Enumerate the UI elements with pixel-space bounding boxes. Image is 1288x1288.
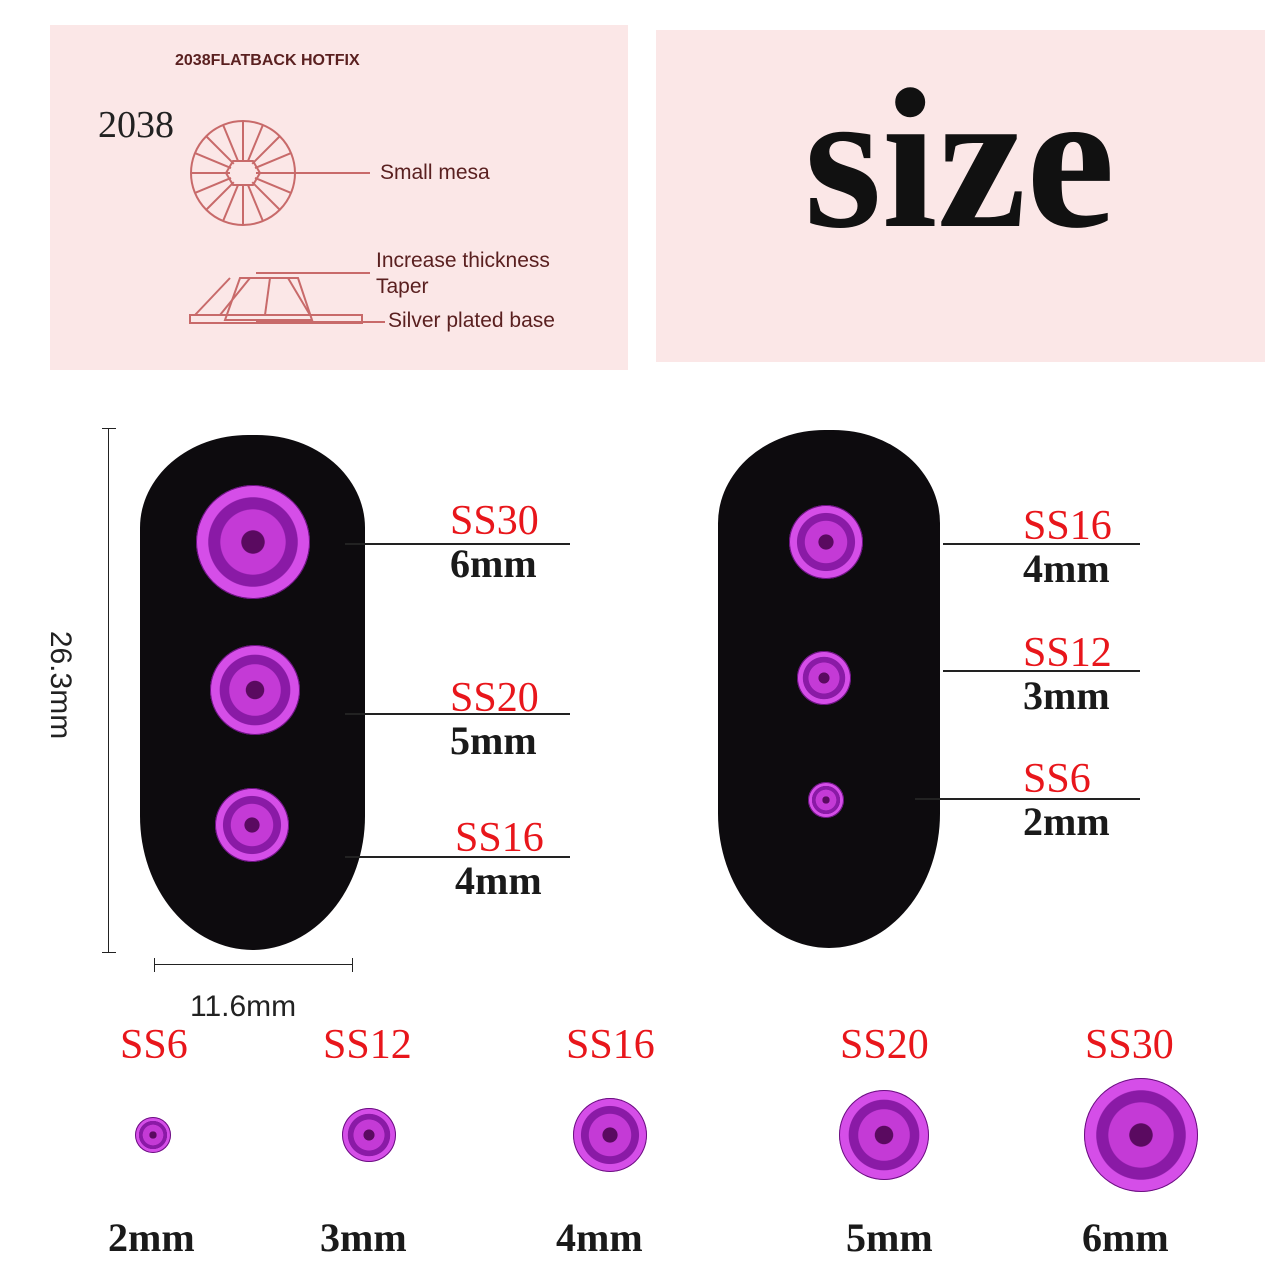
pointer-line	[345, 856, 570, 858]
pointer-line	[943, 543, 1140, 545]
mm-label: 4mm	[556, 1215, 643, 1260]
ss-label: SS6	[1023, 756, 1091, 802]
ss-label: SS16	[1023, 503, 1112, 549]
width-bar	[154, 964, 352, 965]
label-silver-base: Silver plated base	[388, 309, 555, 332]
rhinestone-right-0	[789, 505, 863, 579]
label-small-mesa: Small mesa	[380, 161, 490, 184]
ss-label: SS16	[455, 815, 544, 861]
height-tick-bottom	[102, 952, 116, 953]
mm-label: 6mm	[1082, 1215, 1169, 1260]
title: size	[804, 49, 1115, 270]
mm-label: 5mm	[450, 718, 537, 763]
title-panel: size	[656, 30, 1265, 362]
rhinestone-left-2	[215, 788, 289, 862]
ss-label: SS6	[120, 1022, 188, 1068]
height-bar	[108, 428, 109, 953]
pointer-line	[915, 798, 1140, 800]
ss-label: SS20	[450, 675, 539, 721]
mm-label: 4mm	[1023, 546, 1110, 591]
pointer-line	[345, 543, 570, 545]
mm-label: 3mm	[320, 1215, 407, 1260]
height-tick-top	[102, 428, 116, 429]
ss-label: SS30	[450, 498, 539, 544]
pointer-line	[943, 670, 1140, 672]
width-tick-right	[352, 958, 353, 972]
mm-label: 2mm	[1023, 799, 1110, 844]
label-taper: Taper	[376, 275, 429, 298]
ss-label: SS12	[1023, 630, 1112, 676]
width-label: 11.6mm	[190, 990, 297, 1023]
rhinestone-sample-2	[573, 1098, 647, 1172]
width-tick-left	[154, 958, 155, 972]
mm-label: 5mm	[846, 1215, 933, 1260]
rhinestone-sample-0	[135, 1117, 171, 1153]
rhinestone-left-1	[210, 645, 300, 735]
diagram-panel: 2038FLATBACK HOTFIX 2038 Small mesa Incr…	[50, 25, 628, 370]
rhinestone-right-1	[797, 651, 851, 705]
height-label: 26.3mm	[44, 630, 78, 740]
mm-label: 2mm	[108, 1215, 195, 1260]
ss-label: SS30	[1085, 1022, 1174, 1068]
rhinestone-sample-4	[1084, 1078, 1198, 1192]
label-increase-thickness: Increase thickness	[376, 249, 550, 272]
pointer-line	[345, 713, 570, 715]
ss-label: SS12	[323, 1022, 412, 1068]
rhinestone-left-0	[196, 485, 310, 599]
mm-label: 3mm	[1023, 673, 1110, 718]
rhinestone-right-2	[808, 782, 844, 818]
ss-label: SS20	[840, 1022, 929, 1068]
rhinestone-diagram	[189, 120, 385, 324]
model-number: 2038	[98, 104, 174, 146]
mm-label: 6mm	[450, 541, 537, 586]
rhinestone-sample-1	[342, 1108, 396, 1162]
rhinestone-sample-3	[839, 1090, 929, 1180]
ss-label: SS16	[566, 1022, 655, 1068]
diagram-heading: 2038FLATBACK HOTFIX	[175, 52, 360, 69]
mm-label: 4mm	[455, 858, 542, 903]
